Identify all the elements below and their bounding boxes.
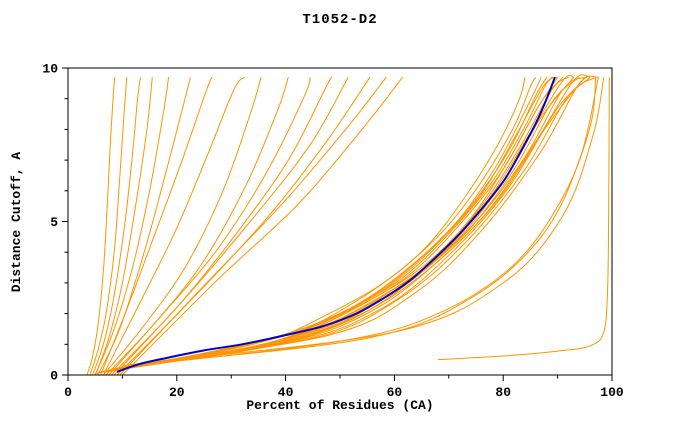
x-tick-label: 80 bbox=[495, 385, 511, 400]
x-tick-label: 60 bbox=[387, 385, 403, 400]
curve-model-33 bbox=[122, 76, 596, 367]
x-axis-label: Percent of Residues (CA) bbox=[246, 398, 434, 413]
curve-model-20 bbox=[100, 76, 548, 373]
model-curves bbox=[86, 74, 610, 375]
curve-model-05 bbox=[94, 77, 170, 375]
curve-model-12 bbox=[111, 76, 333, 375]
curve-model-29 bbox=[116, 76, 586, 370]
curve-model-36 bbox=[138, 77, 599, 365]
chart-title: T1052-D2 bbox=[302, 12, 378, 28]
curve-model-06 bbox=[97, 77, 191, 375]
curve-model-16 bbox=[122, 76, 403, 375]
curve-model-26 bbox=[111, 74, 575, 371]
y-tick-label: 10 bbox=[42, 62, 58, 77]
x-tick-label: 0 bbox=[64, 385, 72, 400]
curve-model-37 bbox=[144, 77, 605, 364]
x-tick-label: 20 bbox=[169, 385, 185, 400]
curve-model-01 bbox=[86, 77, 116, 375]
curve-model-35 bbox=[133, 77, 597, 367]
curve-model-09 bbox=[103, 77, 262, 375]
curve-model-21 bbox=[100, 76, 553, 373]
curve-model-13 bbox=[113, 76, 349, 375]
y-tick-label: 5 bbox=[50, 215, 58, 230]
curve-model-15 bbox=[119, 76, 387, 375]
x-tick-label: 40 bbox=[278, 385, 294, 400]
curve-model-04 bbox=[94, 77, 153, 375]
x-tick-label: 100 bbox=[600, 385, 624, 400]
curve-model-38 bbox=[437, 77, 610, 361]
y-tick-label: 0 bbox=[50, 369, 58, 384]
curve-best-model-highlight bbox=[116, 76, 556, 373]
curve-model-03 bbox=[92, 77, 141, 375]
curve-model-11 bbox=[108, 77, 311, 375]
curve-model-19 bbox=[100, 76, 542, 373]
curve-model-34 bbox=[127, 75, 599, 367]
curve-model-02 bbox=[89, 77, 128, 375]
curve-model-31 bbox=[122, 76, 586, 368]
curve-model-07 bbox=[100, 76, 213, 375]
curve-model-08 bbox=[102, 76, 246, 375]
